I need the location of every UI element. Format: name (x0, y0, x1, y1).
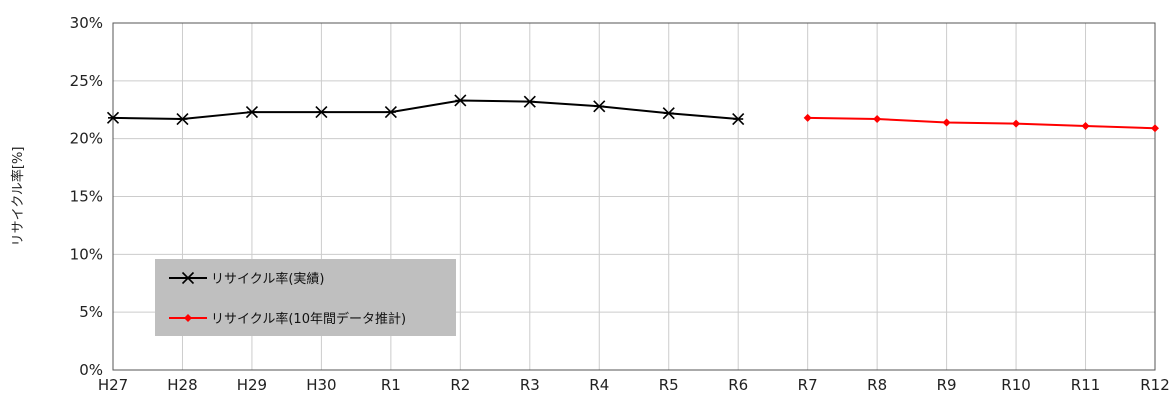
x-axis-ticks: H27 H28 H29 H30 R1 R2 R3 R4 R5 R6 R7 R8 R9 R10 R11 R12 (98, 376, 1170, 394)
data-point (523, 95, 536, 108)
x-tick-label: H27 (98, 376, 128, 394)
data-point (454, 94, 467, 107)
x-tick-label: R6 (728, 376, 748, 394)
y-axis-label: リサイクル率[%] (10, 147, 26, 247)
x-tick-label: R10 (1001, 376, 1031, 394)
legend-label: リサイクル率(10年間データ推計) (211, 311, 406, 327)
y-tick-label: 15% (70, 188, 103, 206)
legend-box (155, 259, 456, 336)
x-tick-label: H28 (167, 376, 197, 394)
data-point (942, 118, 951, 127)
series-1 (106, 94, 745, 126)
x-tick-label: H29 (237, 376, 267, 394)
x-tick-label: R3 (520, 376, 540, 394)
y-tick-label: 30% (70, 14, 103, 32)
data-point (803, 113, 812, 122)
data-point (1012, 119, 1021, 128)
data-point (106, 111, 120, 124)
data-point (384, 105, 397, 119)
data-point (593, 100, 606, 113)
series-2 (803, 113, 1159, 133)
y-tick-label: 0% (79, 361, 103, 379)
data-point (662, 107, 675, 120)
x-tick-label: R12 (1140, 376, 1170, 394)
data-point (176, 112, 189, 126)
x-tick-label: R7 (798, 376, 818, 394)
data-point (1081, 121, 1090, 130)
x-tick-label: H30 (306, 376, 336, 394)
legend-marker (181, 271, 195, 285)
y-tick-label: 25% (70, 72, 103, 90)
legend-marker (184, 314, 192, 322)
y-axis-ticks: 0% 5% 10% 15% 20% 25% 30% (70, 14, 103, 379)
x-tick-label: R8 (867, 376, 887, 394)
data-point (873, 115, 882, 124)
y-tick-label: 5% (79, 303, 103, 321)
x-tick-label: R11 (1071, 376, 1101, 394)
data-point (315, 105, 328, 119)
x-tick-label: R5 (659, 376, 679, 394)
x-tick-label: R1 (381, 376, 401, 394)
plot-area-frame (112, 22, 1156, 371)
legend: リサイクル率(実績) リサイクル率(10年間データ推計) (155, 259, 456, 336)
series-line (112, 99, 739, 121)
legend-entry-2: リサイクル率(10年間データ推計) (169, 311, 406, 327)
series-layer (106, 94, 1159, 133)
data-point (245, 105, 258, 119)
data-point (732, 112, 745, 126)
y-tick-label: 10% (70, 245, 103, 263)
x-tick-label: R2 (450, 376, 470, 394)
data-point (1151, 124, 1159, 133)
x-tick-label: R4 (589, 376, 609, 394)
series-line (807, 116, 1156, 130)
x-tick-label: R9 (937, 376, 957, 394)
y-tick-label: 20% (70, 130, 103, 148)
legend-label: リサイクル率(実績) (211, 271, 325, 287)
legend-entry-1: リサイクル率(実績) (169, 271, 325, 287)
